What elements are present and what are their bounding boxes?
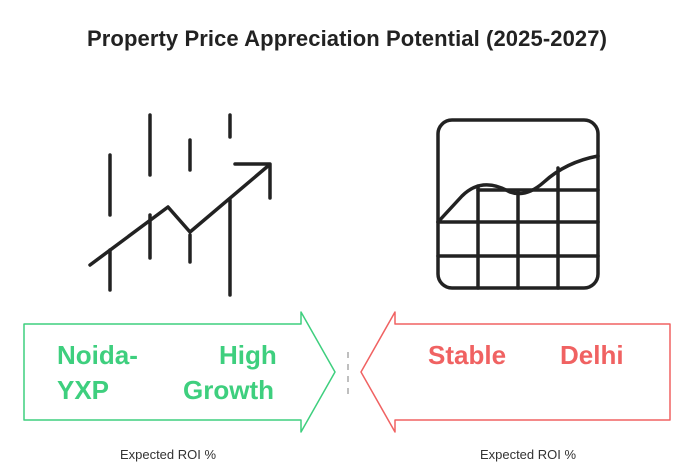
left-word-1: Noida- <box>57 340 138 370</box>
left-word-4: Growth <box>183 375 274 405</box>
grid-line-chart-icon <box>436 118 600 290</box>
rising-chart-arrow-icon <box>88 113 272 297</box>
left-caption: Expected ROI % <box>119 447 217 462</box>
right-word-1: Stable <box>428 340 507 370</box>
right-arrow-shape <box>360 311 671 433</box>
left-arrow-shape <box>23 311 336 433</box>
page-title: Property Price Appreciation Potential (2… <box>86 26 608 51</box>
left-word-3: YXP <box>57 375 110 405</box>
right-word-2: Delhi <box>560 340 624 370</box>
left-word-2: High <box>219 340 277 370</box>
right-caption: Expected ROI % <box>479 447 577 462</box>
